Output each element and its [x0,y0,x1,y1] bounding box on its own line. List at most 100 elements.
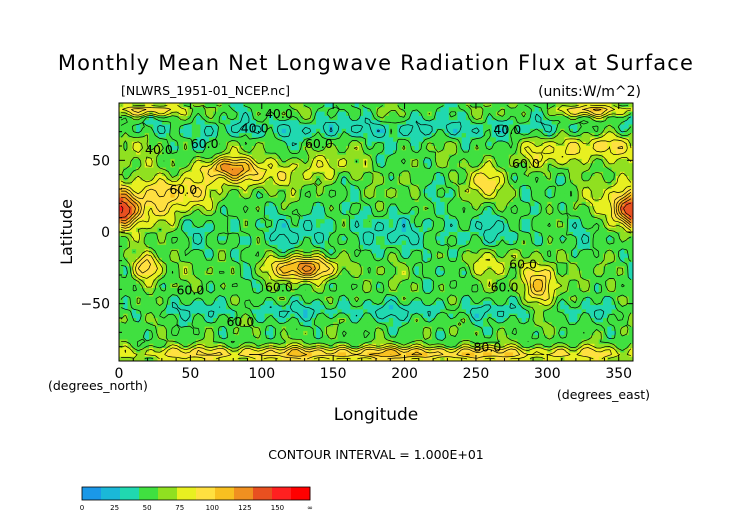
heatmap-cell [521,253,527,259]
heatmap-cell [311,128,317,134]
heatmap-cell [354,257,360,263]
heatmap-cell [543,124,548,130]
heatmap-cell [320,150,326,156]
heatmap-cell [538,146,544,151]
heatmap-cell [148,141,154,147]
heatmap-cell [183,124,189,130]
heatmap-cell [311,236,317,242]
heatmap-cell [560,253,566,259]
heatmap-cell [346,146,351,151]
heatmap-cell [157,193,163,199]
heatmap-cell [350,184,356,190]
heatmap-cell [367,232,373,237]
heatmap-cell [573,210,578,216]
heatmap-cell [581,167,587,173]
heatmap-cell [555,176,561,181]
heatmap-cell [427,184,433,190]
heatmap-cell [405,103,411,108]
heatmap-cell [148,146,154,151]
heatmap-cell [170,262,176,267]
heatmap-cell [298,184,304,190]
heatmap-cell [423,253,428,259]
heatmap-cell [196,189,201,194]
heatmap-cell [560,158,566,164]
heatmap-cell [590,236,596,242]
heatmap-cell [371,124,377,130]
heatmap-cell [487,197,493,203]
heatmap-cell [491,176,497,181]
heatmap-cell [191,270,197,276]
heatmap-cell [543,249,548,255]
heatmap-cell [264,210,270,216]
heatmap-cell [427,236,433,242]
heatmap-cell [320,266,326,272]
heatmap-cell [615,158,621,164]
heatmap-cell [337,137,343,143]
heatmap-cell [581,253,587,259]
heatmap-cell [170,107,176,113]
heatmap-cell [221,232,227,237]
heatmap-cell [573,262,578,267]
heatmap-cell [594,146,600,151]
heatmap-cell [268,279,274,285]
heatmap-cell [178,257,184,263]
heatmap-cell [350,103,356,108]
heatmap-cell [478,232,484,237]
heatmap-cell [465,275,471,280]
heatmap-cell [277,189,283,194]
heatmap-cell [213,137,219,143]
heatmap-cell [170,103,176,108]
heatmap-cell [119,206,124,212]
heatmap-cell [183,249,189,255]
heatmap-cell [191,180,197,186]
heatmap-cell [311,111,317,117]
heatmap-cell [256,158,261,164]
heatmap-cell [148,193,154,199]
heatmap-cell [534,107,540,113]
heatmap-cell [483,232,488,237]
heatmap-cell [401,223,407,229]
heatmap-cell [508,141,514,147]
heatmap-cell [393,227,399,233]
heatmap-cell [251,107,257,113]
heatmap-cell [294,193,300,199]
heatmap-cell [474,244,480,250]
heatmap-cell [157,107,163,113]
heatmap-cell [500,210,506,216]
heatmap-cell [620,236,626,242]
heatmap-cell [166,158,171,164]
heatmap-cell [530,163,536,169]
heatmap-cell [573,275,578,280]
heatmap-cell [316,128,321,134]
heatmap-cell [457,137,463,143]
heatmap-cell [161,214,167,220]
heatmap-cell [200,270,206,276]
heatmap-cell [341,133,347,138]
heatmap-cell [491,275,497,280]
heatmap-cell [444,158,450,164]
heatmap-cell [234,124,240,130]
heatmap-cell [453,128,458,134]
heatmap-cell [457,240,463,246]
heatmap-cell [504,111,510,117]
heatmap-cell [431,184,437,190]
heatmap-cell [311,244,317,250]
heatmap-cell [131,236,137,242]
heatmap-cell [286,120,291,126]
heatmap-cell [431,137,437,143]
heatmap-cell [157,197,163,203]
heatmap-cell [161,249,167,255]
heatmap-cell [341,227,347,233]
heatmap-cell [414,214,420,220]
heatmap-cell [401,236,407,242]
heatmap-cell [585,240,591,246]
heatmap-cell [281,103,287,108]
heatmap-cell [444,167,450,173]
heatmap-cell [298,214,304,220]
heatmap-cell [573,266,578,272]
heatmap-cell [491,107,497,113]
heatmap-cell [448,253,454,259]
heatmap-cell [303,176,309,181]
heatmap-cell [213,214,219,220]
heatmap-cell [380,120,386,126]
